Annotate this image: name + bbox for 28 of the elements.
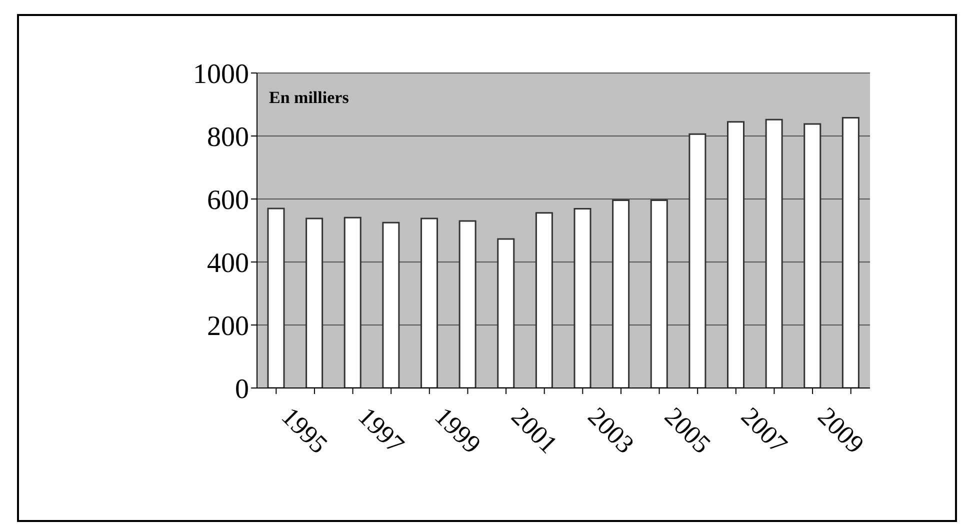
x-tick-label: 1995 <box>276 402 334 460</box>
x-tick-label: 2007 <box>736 402 793 460</box>
bar <box>267 208 285 388</box>
bar <box>306 218 324 388</box>
bar <box>420 218 438 388</box>
bar <box>688 133 706 388</box>
bar <box>382 222 400 388</box>
bar <box>765 118 783 388</box>
x-tick-label: 1997 <box>352 402 410 460</box>
bar <box>804 123 822 388</box>
y-tick-label: 800 <box>207 122 249 153</box>
bar <box>497 238 515 388</box>
bar <box>842 116 860 388</box>
y-tick-label: 400 <box>207 248 249 279</box>
y-tick-label: 0 <box>235 374 249 405</box>
y-tick-label: 1000 <box>193 58 249 90</box>
bar <box>574 208 592 388</box>
annotation: En milliers <box>269 88 349 108</box>
x-tick-label: 1999 <box>429 402 486 460</box>
x-tick-label: 2009 <box>812 402 870 460</box>
bar <box>458 220 476 388</box>
y-tick-label: 200 <box>207 310 249 342</box>
bar <box>535 212 553 388</box>
bar <box>727 121 744 388</box>
bar <box>612 200 630 388</box>
y-tick-label: 600 <box>207 184 249 216</box>
bar <box>650 200 668 388</box>
bar <box>344 216 362 388</box>
